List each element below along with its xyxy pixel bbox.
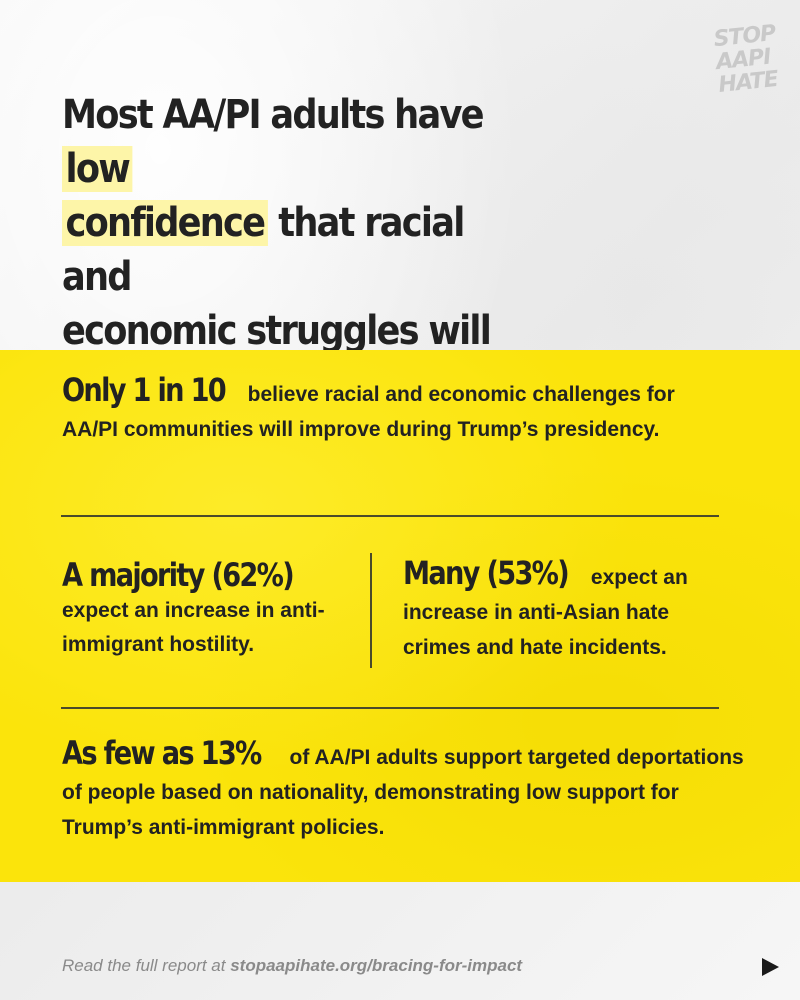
stat-lead: A majority (62%) — [62, 556, 295, 594]
stop-aapi-hate-logo: STOP AAPI HATE — [713, 20, 800, 98]
footer-report-link: Read the full report at stopaapihate.org… — [62, 956, 522, 976]
stat-few-13: As few as 13% of AA/PI adults support ta… — [62, 736, 762, 845]
stats-band — [0, 350, 800, 882]
stat-lead: Only 1 in 10 — [62, 371, 227, 409]
stat-text: of AA/PI adults support targeted deporta… — [62, 746, 744, 839]
divider — [61, 707, 719, 709]
divider — [61, 515, 719, 517]
headline-highlight: low — [62, 146, 133, 192]
stat-lead: As few as 13% — [62, 734, 262, 772]
stat-many-53: Many (53%) expect an increase in anti-As… — [403, 556, 723, 665]
headline-text: Most AA/PI adults have — [62, 92, 485, 138]
report-url-link[interactable]: stopaapihate.org/bracing-for-impact — [230, 956, 523, 975]
vertical-divider — [370, 553, 372, 668]
play-triangle-icon[interactable] — [762, 958, 779, 976]
stat-text: expect an increase in anti-Asian hate cr… — [403, 566, 688, 659]
headline-text: that racial and — [62, 200, 465, 300]
stat-majority-62: A majority (62%) expect an increase in a… — [62, 556, 362, 662]
headline-highlight: confidence — [62, 200, 268, 246]
footer-text: Read the full report at — [62, 956, 231, 975]
stat-text: believe racial and economic challenges f… — [62, 383, 675, 441]
stat-lead: Many (53%) — [403, 554, 570, 592]
stat-one-in-ten: Only 1 in 10 believe racial and economic… — [62, 373, 722, 447]
stat-text: expect an increase in anti-immigrant hos… — [62, 599, 325, 656]
